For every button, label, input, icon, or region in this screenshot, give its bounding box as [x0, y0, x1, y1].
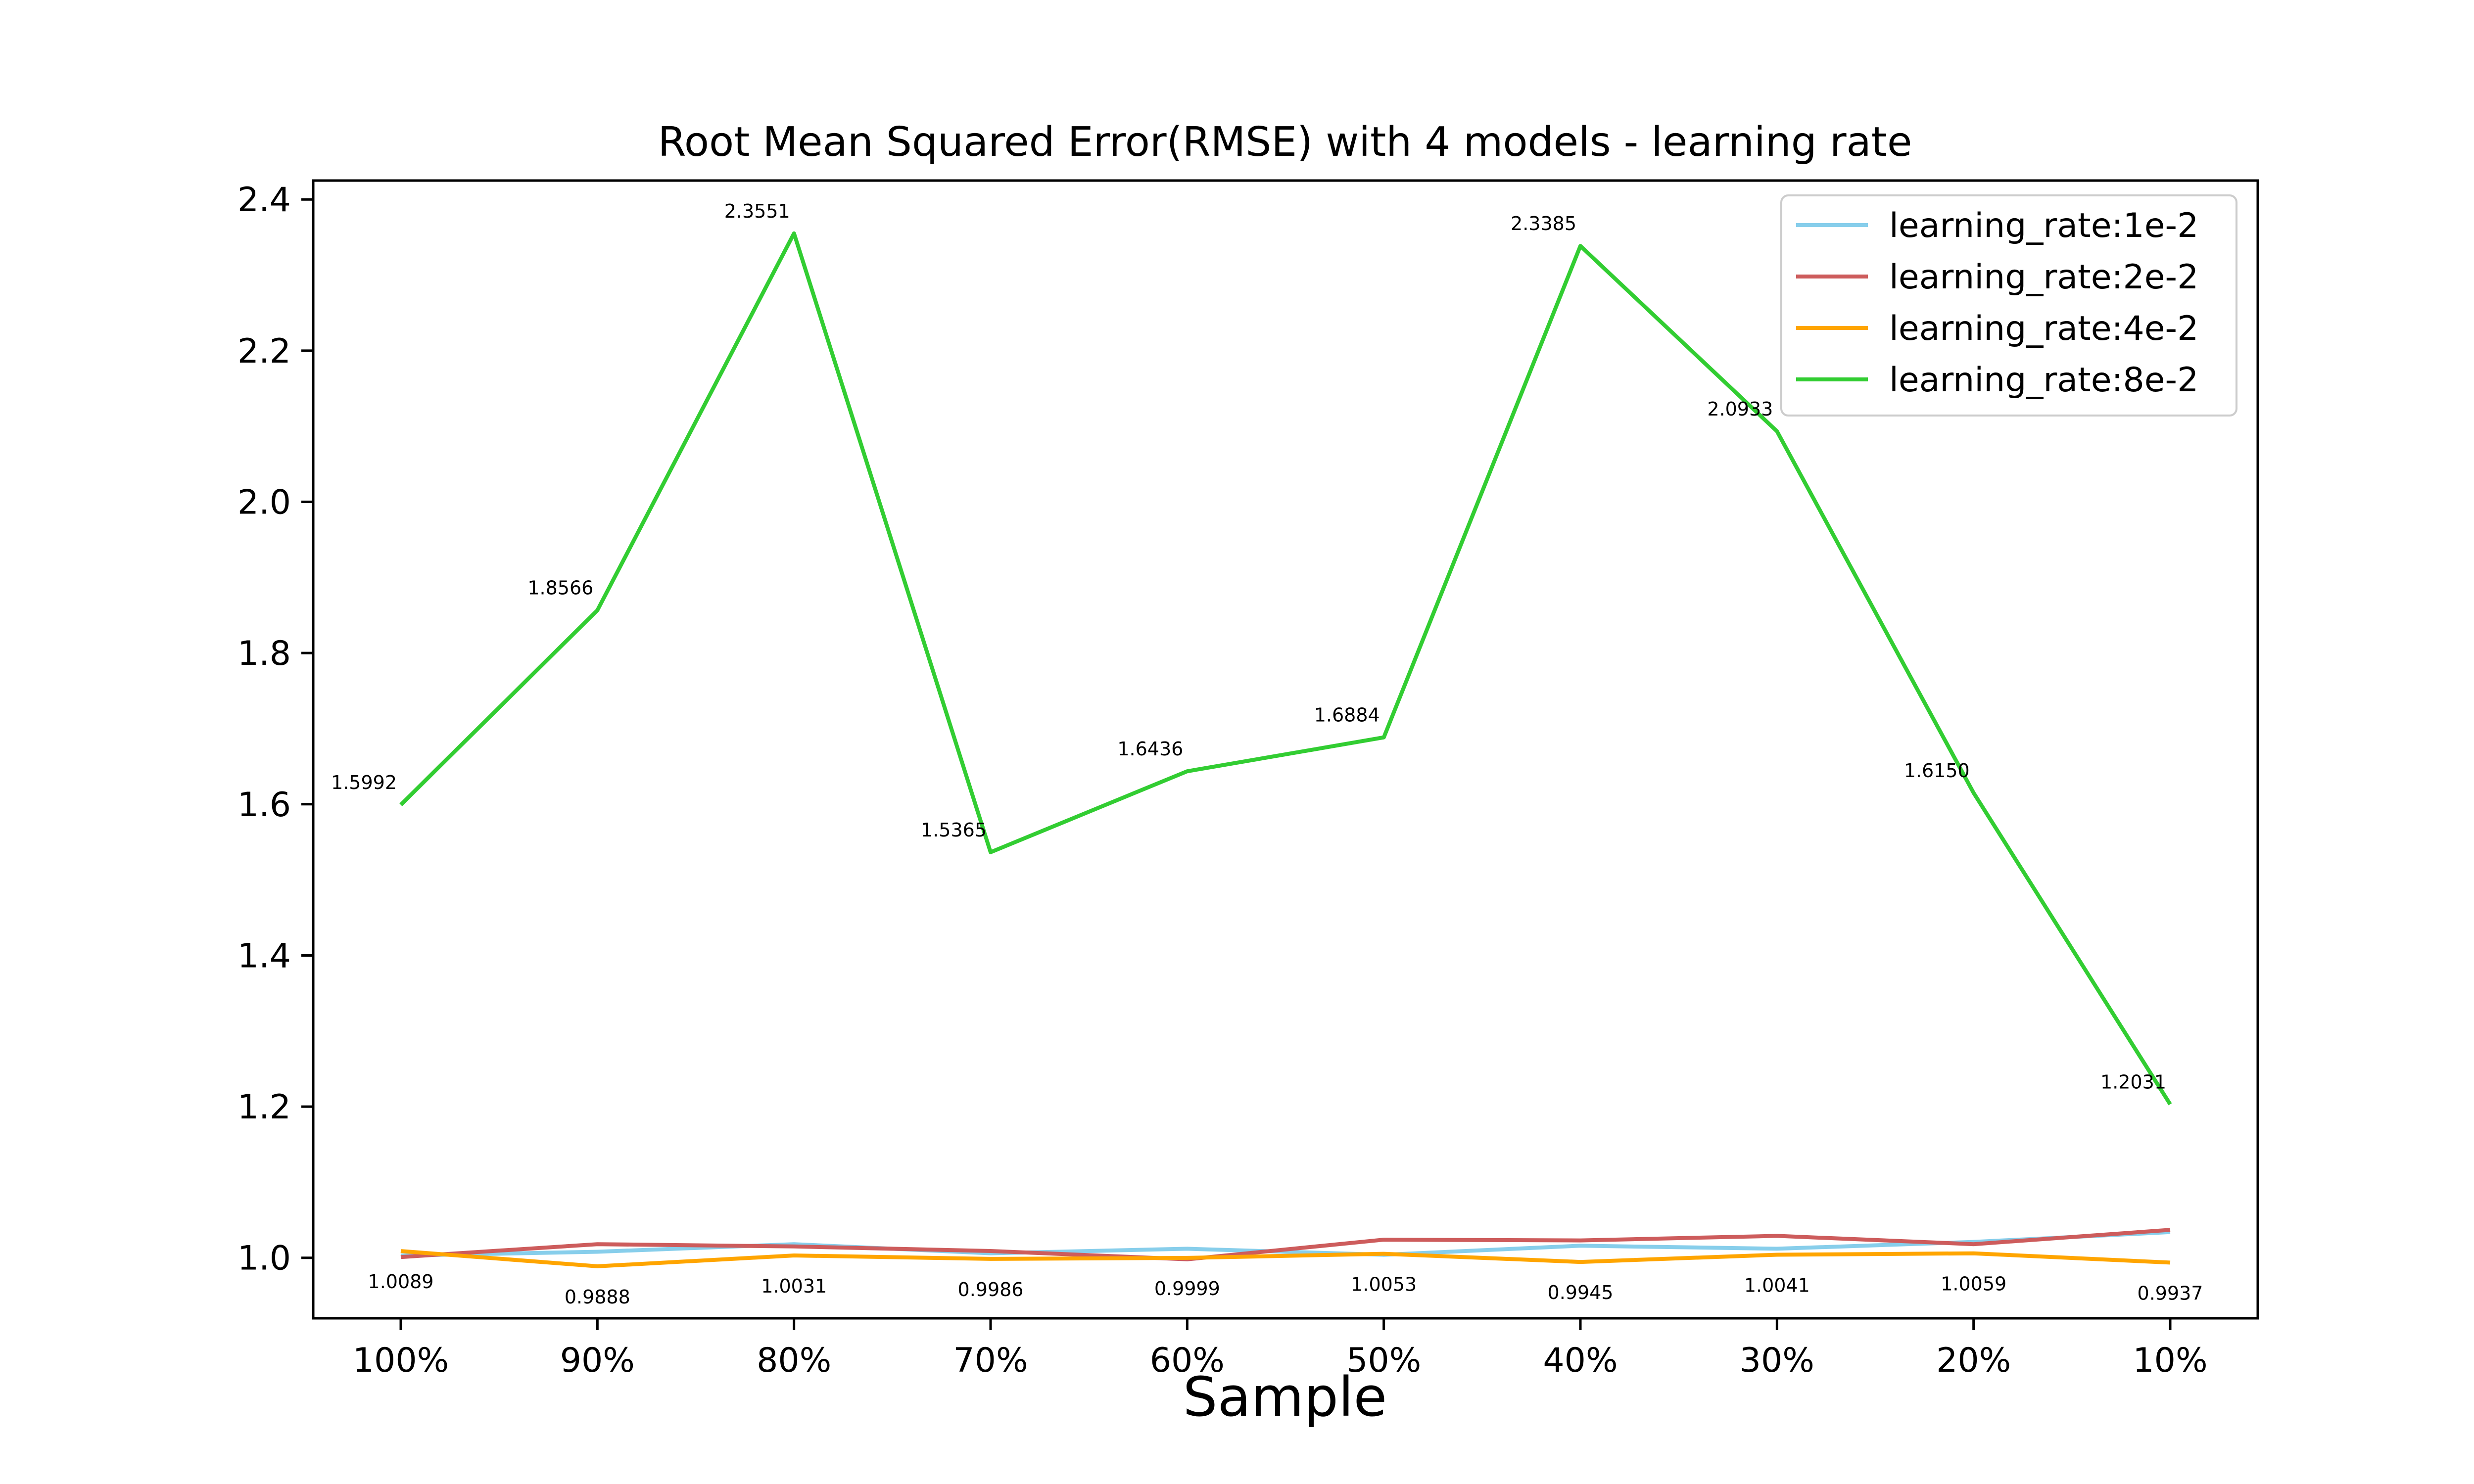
data-label: 1.0059	[1941, 1273, 2006, 1295]
legend-label: learning_rate:1e-2	[1889, 206, 2198, 245]
data-label: 1.0053	[1351, 1274, 1417, 1296]
data-label: 1.5365	[921, 819, 987, 841]
data-label: 1.6884	[1314, 704, 1380, 726]
x-tick-label: 50%	[1346, 1341, 1421, 1380]
series-line-1	[400, 1230, 2171, 1258]
y-tick-label: 1.0	[238, 1239, 291, 1278]
data-label: 1.0031	[761, 1275, 827, 1297]
data-label: 1.0041	[1744, 1275, 1810, 1297]
axes: 1.0 1.2 1.4 1.6 1.8 2.0 2.2 2.4 100% 90% 80% 70% 60%…	[238, 179, 2259, 1380]
legend: learning_rate:1e-2 learning_rate:2e-2lear…	[1780, 194, 2237, 417]
data-labels: 1.0089 0.9888 1.0031 0.9986 0.9999 1.0053 0.99…	[331, 200, 2203, 1308]
data-label: 1.6150	[1904, 760, 1970, 782]
chart-title: Root Mean Squared Error(RMSE) with 4 mod…	[658, 119, 1912, 166]
legend-label: learning_rate:8e-2	[1889, 361, 2198, 400]
series-line-3	[400, 1249, 2171, 1268]
series-lines	[399, 231, 2172, 1268]
x-axis-label: Sample	[1183, 1365, 1387, 1429]
data-label: 0.9937	[2138, 1282, 2203, 1304]
data-label: 1.5992	[331, 772, 397, 793]
y-tick-label: 2.4	[238, 181, 291, 220]
legend-label: learning_rate:2e-2	[1889, 258, 2198, 297]
y-tick-label: 1.8	[238, 634, 291, 673]
data-label: 2.3551	[724, 200, 790, 222]
series-line-2	[400, 1228, 2171, 1261]
x-tick-label: 30%	[1740, 1341, 1814, 1380]
legend-label: learning_rate:4e-2	[1889, 309, 2198, 348]
x-tick-label: 40%	[1543, 1341, 1618, 1380]
data-label: 1.2031	[2100, 1071, 2166, 1093]
data-label: 0.9888	[565, 1286, 630, 1308]
y-tick-label: 1.2	[238, 1088, 291, 1127]
data-label: 2.3385	[1511, 213, 1576, 234]
y-tick-label: 1.4	[238, 936, 291, 975]
x-tick-label: 10%	[2133, 1341, 2207, 1380]
data-label: 1.6436	[1117, 738, 1183, 760]
y-tick-label: 2.2	[238, 332, 291, 371]
data-label: 2.0933	[1707, 398, 1773, 420]
data-label: 0.9986	[958, 1279, 1024, 1300]
x-tick-label: 60%	[1150, 1341, 1225, 1380]
x-tick-label: 100%	[353, 1341, 449, 1380]
x-tick-label: 80%	[757, 1341, 831, 1380]
legend-box	[1780, 194, 2237, 417]
y-tick-label: 1.6	[238, 786, 291, 825]
y-tick-label: 2.0	[238, 483, 291, 522]
data-label: 1.0089	[368, 1271, 434, 1293]
x-tick-label: 20%	[1936, 1341, 2011, 1380]
plot-frame	[312, 179, 2259, 1320]
data-label: 0.9945	[1548, 1282, 1614, 1303]
series-line-4	[399, 231, 2172, 1106]
data-label: 0.9999	[1154, 1278, 1220, 1299]
data-label: 1.8566	[527, 577, 593, 599]
x-tick-label: 70%	[953, 1341, 1028, 1380]
x-tick-label: 90%	[560, 1341, 635, 1380]
